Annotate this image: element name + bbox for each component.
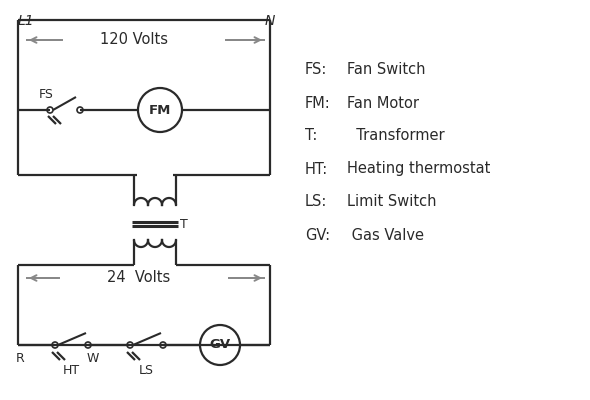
Text: W: W	[87, 352, 99, 366]
Text: Fan Motor: Fan Motor	[347, 96, 419, 110]
Text: T:: T:	[305, 128, 317, 144]
Text: Fan Switch: Fan Switch	[347, 62, 425, 78]
Text: Gas Valve: Gas Valve	[347, 228, 424, 242]
Text: FS:: FS:	[305, 62, 327, 78]
Text: Heating thermostat: Heating thermostat	[347, 162, 490, 176]
Text: HT:: HT:	[305, 162, 328, 176]
Text: L1: L1	[18, 14, 35, 28]
Text: HT: HT	[63, 364, 80, 378]
Text: Transformer: Transformer	[347, 128, 445, 144]
Text: FM:: FM:	[305, 96, 331, 110]
Text: LS:: LS:	[305, 194, 327, 210]
Text: N: N	[265, 14, 275, 28]
Text: FM: FM	[149, 104, 171, 116]
Text: LS: LS	[139, 364, 153, 378]
Text: T: T	[180, 218, 188, 230]
Text: Limit Switch: Limit Switch	[347, 194, 437, 210]
Text: 24  Volts: 24 Volts	[107, 270, 171, 286]
Text: GV: GV	[209, 338, 231, 352]
Text: FS: FS	[38, 88, 54, 100]
Text: GV:: GV:	[305, 228, 330, 242]
Text: 120 Volts: 120 Volts	[100, 32, 168, 48]
Text: R: R	[15, 352, 24, 366]
